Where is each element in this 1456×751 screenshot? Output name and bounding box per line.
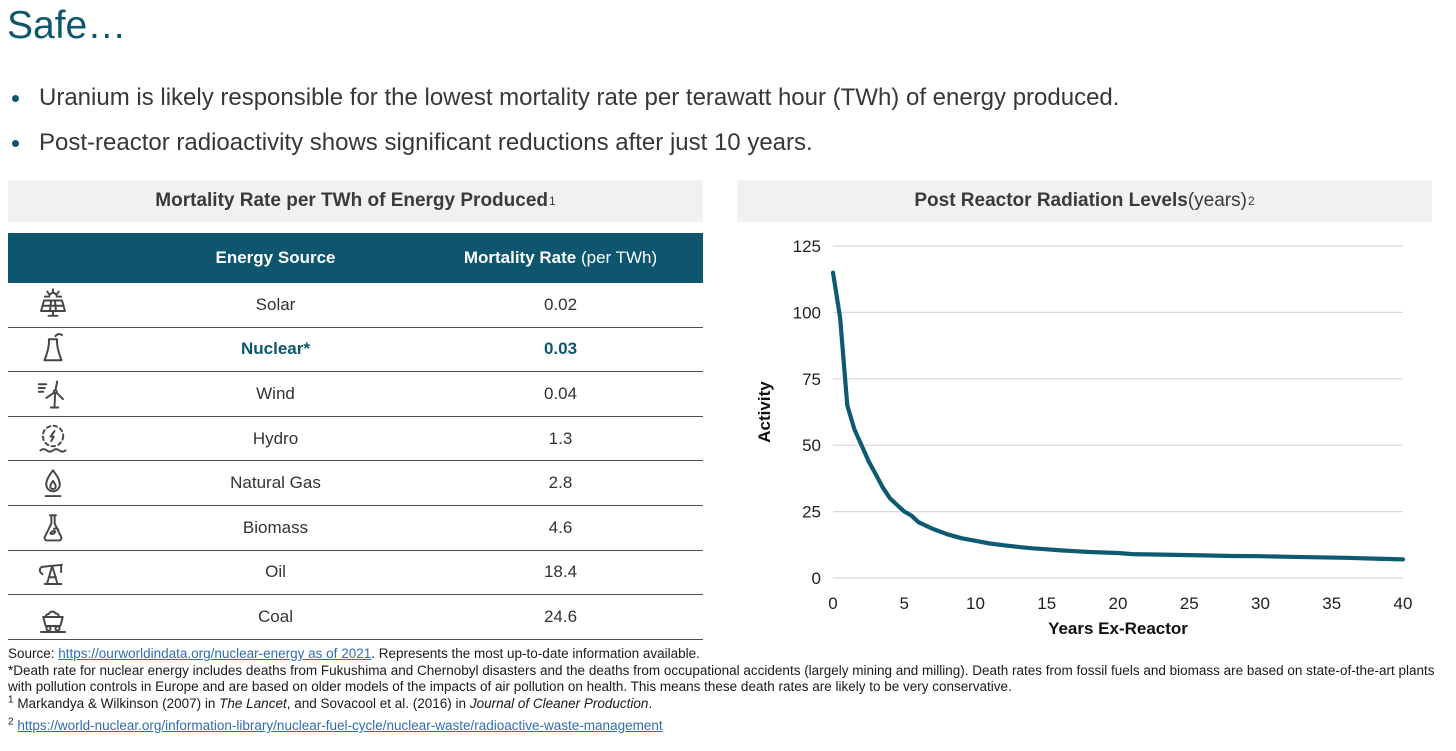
energy-source-cell: Oil xyxy=(265,562,286,582)
energy-source-cell: Natural Gas xyxy=(230,473,321,493)
biomass-icon xyxy=(8,510,98,546)
mortality-table-body: Solar 0.02 Nuclear* 0.03 Wind 0.04 Hydro 1.3 Nat… xyxy=(8,283,703,640)
mortality-rate-cell: 2.8 xyxy=(548,473,573,493)
energy-source-cell: Nuclear* xyxy=(241,339,310,359)
oil-icon xyxy=(8,554,98,590)
mortality-rate-cell: 0.03 xyxy=(543,339,578,359)
nuclear-icon xyxy=(8,331,98,367)
x-tick-label: 30 xyxy=(1251,594,1270,613)
footer-text: . Represents the most up-to-date informa… xyxy=(371,646,700,661)
footer-text: , and Sovacool et al. (2016) in xyxy=(286,695,470,711)
table-header-row: Energy Source Mortality Rate (per TWh) xyxy=(8,233,703,283)
table-row: Solar 0.02 xyxy=(8,283,703,328)
y-axis-title: Activity xyxy=(755,381,774,443)
mortality-rate-cell: 18.4 xyxy=(543,562,578,582)
footnote-marker: 2 xyxy=(8,716,14,728)
mortality-table-panel: Mortality Rate per TWh of Energy Produce… xyxy=(8,180,703,640)
bullet-item: Post-reactor radioactivity shows signifi… xyxy=(12,129,1432,157)
y-tick-label: 25 xyxy=(802,503,821,522)
table-row: Wind 0.04 xyxy=(8,372,703,417)
natural-gas-icon xyxy=(8,465,98,501)
footer-text: Source: xyxy=(8,646,59,661)
bullet-list: Uranium is likely responsible for the lo… xyxy=(12,84,1432,174)
footer-text: *Death rate for nuclear energy includes … xyxy=(8,662,1435,695)
journal-name: Journal of Cleaner Production xyxy=(469,695,649,711)
footer-line: Source: https://ourworldindata.org/nucle… xyxy=(8,646,1452,663)
bullet-text: Post-reactor radioactivity shows signifi… xyxy=(39,129,813,156)
x-tick-label: 35 xyxy=(1322,594,1341,613)
x-axis-title: Years Ex-Reactor xyxy=(1048,619,1188,638)
table-row: Nuclear* 0.03 xyxy=(8,328,703,373)
source-link[interactable]: https://ourworldindata.org/nuclear-energ… xyxy=(58,646,372,661)
mortality-rate-cell: 1.3 xyxy=(548,428,573,448)
radiation-decay-line xyxy=(830,270,1406,562)
footer-line: 1 Markandya & Wilkinson (2007) in The La… xyxy=(8,694,1452,713)
table-header-mortality-rate: Mortality Rate (per TWh) xyxy=(463,248,658,267)
x-tick-label: 15 xyxy=(1037,594,1056,613)
solar-icon xyxy=(8,287,98,323)
y-tick-label: 0 xyxy=(812,569,821,588)
table-row: Natural Gas 2.8 xyxy=(8,461,703,506)
footer-text: Markandya & Wilkinson (2007) in xyxy=(13,695,220,711)
radiation-chart-panel: Post Reactor Radiation Levels (years) 2 0… xyxy=(737,180,1432,646)
footer-text: . xyxy=(648,695,653,711)
radiation-chart-title-bold: Post Reactor Radiation Levels xyxy=(914,190,1188,211)
table-row: Oil 18.4 xyxy=(8,551,703,596)
wind-icon xyxy=(8,376,98,412)
hydro-icon xyxy=(8,421,98,457)
x-tick-label: 40 xyxy=(1394,594,1413,613)
bullet-dot xyxy=(12,95,19,102)
footer-notes: Source: https://ourworldindata.org/nucle… xyxy=(8,646,1452,735)
coal-icon xyxy=(8,599,98,635)
x-tick-label: 5 xyxy=(900,594,909,613)
mortality-rate-cell: 4.6 xyxy=(548,517,573,537)
source-link[interactable]: https://world-nuclear.org/information-li… xyxy=(17,718,663,733)
x-tick-label: 20 xyxy=(1109,594,1128,613)
y-tick-label: 75 xyxy=(802,370,821,389)
table-header-energy-source: Energy Source xyxy=(215,248,336,267)
mortality-rate-cell: 0.04 xyxy=(543,383,578,403)
mortality-table-title-footnote: 1 xyxy=(549,194,556,208)
footnote-marker: 1 xyxy=(8,694,14,705)
journal-name: The Lancet xyxy=(219,695,287,711)
table-row: Hydro 1.3 xyxy=(8,417,703,462)
mortality-table-title-text: Mortality Rate per TWh of Energy Produce… xyxy=(155,190,549,211)
x-tick-label: 10 xyxy=(966,594,985,613)
x-tick-label: 25 xyxy=(1180,594,1199,613)
radiation-chart-title-normal: (years) xyxy=(1187,190,1247,211)
page-title: Safe… xyxy=(7,4,127,47)
energy-source-cell: Solar xyxy=(255,294,296,314)
bullet-item: Uranium is likely responsible for the lo… xyxy=(12,84,1432,112)
y-tick-label: 50 xyxy=(802,436,821,455)
radiation-chart-title: Post Reactor Radiation Levels (years) 2 xyxy=(737,180,1432,222)
bullet-dot xyxy=(12,140,19,147)
y-tick-label: 125 xyxy=(793,237,821,256)
x-tick-label: 0 xyxy=(828,594,837,613)
mortality-rate-cell: 0.02 xyxy=(543,294,578,314)
bullet-text: Uranium is likely responsible for the lo… xyxy=(39,84,1120,111)
footer-line: *Death rate for nuclear energy includes … xyxy=(8,663,1452,696)
radiation-line-chart: 0 25 50 75 100 125 0 5 10 15 20 25 30 35 40 Activity Yea… xyxy=(755,237,1413,638)
energy-source-cell: Hydro xyxy=(252,428,299,448)
energy-source-cell: Biomass xyxy=(242,517,309,537)
mortality-rate-cell: 24.6 xyxy=(543,606,578,626)
table-row: Biomass 4.6 xyxy=(8,506,703,551)
mortality-table-title: Mortality Rate per TWh of Energy Produce… xyxy=(8,180,703,222)
energy-source-cell: Coal xyxy=(258,606,293,626)
energy-source-cell: Wind xyxy=(256,383,295,403)
y-tick-label: 100 xyxy=(793,303,821,322)
table-row: Coal 24.6 xyxy=(8,595,703,640)
radiation-chart-title-footnote: 2 xyxy=(1247,194,1255,208)
footer-line: 2 https://world-nuclear.org/information-… xyxy=(8,716,1452,735)
